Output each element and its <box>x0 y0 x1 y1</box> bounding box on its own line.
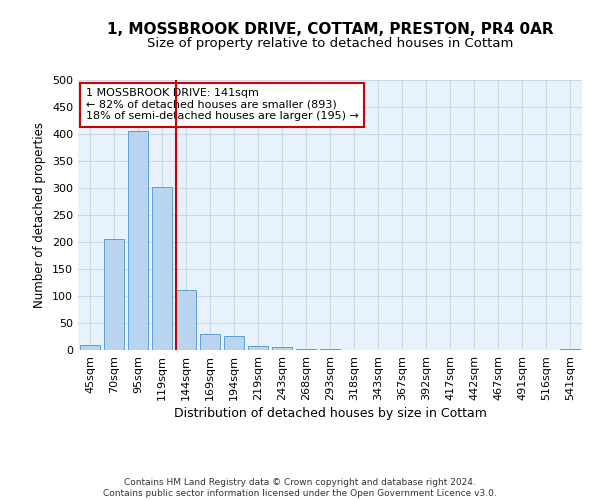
Text: 1, MOSSBROOK DRIVE, COTTAM, PRESTON, PR4 0AR: 1, MOSSBROOK DRIVE, COTTAM, PRESTON, PR4… <box>107 22 553 38</box>
Bar <box>152 187 172 350</box>
Bar <box>248 346 268 350</box>
Text: Contains HM Land Registry data © Crown copyright and database right 2024.
Contai: Contains HM Land Registry data © Crown c… <box>103 478 497 498</box>
Y-axis label: Number of detached properties: Number of detached properties <box>34 122 46 308</box>
Bar <box>560 349 580 350</box>
Bar <box>104 240 124 350</box>
X-axis label: Distribution of detached houses by size in Cottam: Distribution of detached houses by size … <box>173 407 487 420</box>
Bar <box>224 336 244 350</box>
Text: 1 MOSSBROOK DRIVE: 141sqm
← 82% of detached houses are smaller (893)
18% of semi: 1 MOSSBROOK DRIVE: 141sqm ← 82% of detac… <box>86 88 358 122</box>
Bar <box>176 290 196 350</box>
Bar <box>272 347 292 350</box>
Bar <box>128 132 148 350</box>
Bar <box>200 334 220 350</box>
Text: Size of property relative to detached houses in Cottam: Size of property relative to detached ho… <box>147 38 513 51</box>
Bar <box>80 344 100 350</box>
